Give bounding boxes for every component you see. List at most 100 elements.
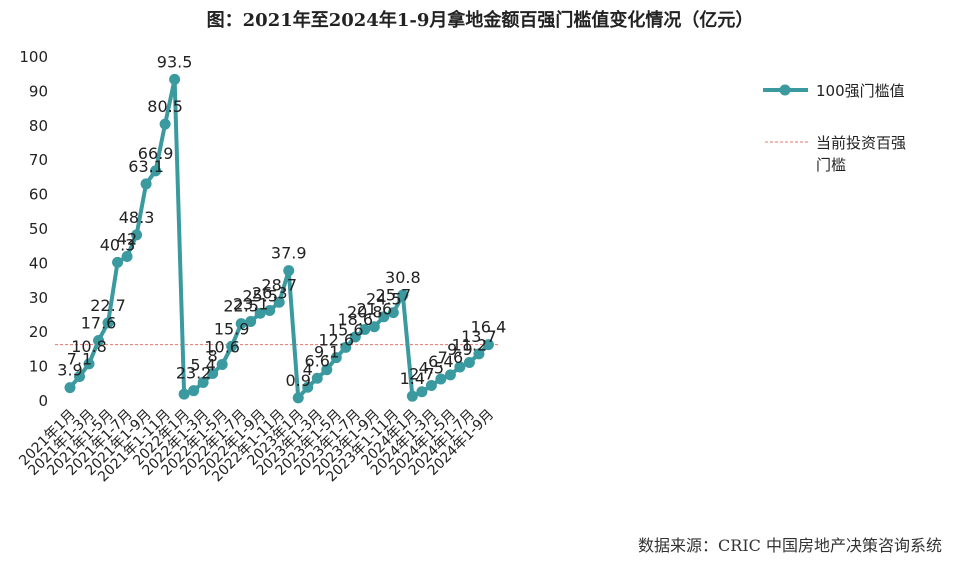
data-label: 23.1 (233, 295, 269, 314)
data-label: 66.9 (138, 144, 174, 163)
data-point (121, 251, 133, 263)
data-point (207, 367, 219, 379)
data-label: 11.2 (452, 335, 488, 354)
data-point (131, 229, 143, 241)
y-tick-label: 20 (29, 323, 48, 341)
data-point (359, 323, 371, 335)
data-label: 15.9 (214, 319, 250, 338)
data-label: 2.7 (409, 365, 434, 384)
data-label: 30.8 (385, 268, 421, 287)
data-point (444, 369, 456, 381)
data-point (102, 317, 114, 329)
data-label: 9.9 (447, 340, 472, 359)
data-label: 4 (303, 360, 313, 379)
chart-title: 图：2021年至2024年1-9月拿地金额百强门槛值变化情况（亿元） (206, 10, 754, 31)
y-tick-label: 50 (29, 220, 48, 238)
data-point (311, 372, 323, 384)
y-tick-label: 40 (29, 254, 48, 272)
data-point (330, 352, 342, 364)
data-label: 6.4 (428, 352, 453, 371)
data-point (140, 178, 152, 190)
data-point (197, 376, 209, 388)
data-point (302, 381, 314, 393)
data-label: 6.6 (305, 351, 330, 370)
data-point (93, 334, 105, 346)
data-label: 3.9 (57, 361, 82, 380)
legend-marker (779, 84, 791, 96)
data-label: 37.9 (271, 244, 307, 263)
data-point (321, 364, 333, 376)
data-label: 0.9 (286, 371, 311, 390)
data-label: 63.1 (128, 157, 164, 176)
data-point (435, 373, 447, 385)
data-point (264, 305, 276, 317)
data-point (387, 307, 399, 319)
data-label: 12.6 (318, 331, 354, 350)
data-point (463, 356, 475, 368)
data-label: 25.5 (242, 286, 278, 305)
data-label: 42 (117, 230, 137, 249)
legend-label: 100强门槛值 (816, 82, 905, 100)
data-label: 8 (208, 346, 218, 365)
data-label: 10.6 (204, 338, 240, 357)
data-point (349, 331, 361, 343)
data-label: 22.5 (223, 297, 259, 316)
data-label: 24.5 (366, 290, 402, 309)
data-label: 18.6 (337, 310, 373, 329)
y-tick-label: 80 (29, 117, 48, 135)
data-point (473, 348, 485, 360)
data-label: 17.6 (81, 313, 117, 332)
data-point (273, 296, 285, 308)
data-point (482, 339, 494, 351)
data-label: 80.5 (147, 97, 183, 116)
data-label: 1.4 (400, 369, 425, 388)
y-tick-label: 10 (29, 358, 48, 376)
data-label: 15.6 (328, 320, 364, 339)
data-point (216, 359, 228, 371)
data-point (159, 118, 171, 130)
data-point (150, 165, 162, 177)
y-tick-label: 60 (29, 186, 48, 204)
y-tick-label: 30 (29, 289, 48, 307)
data-label: 21.6 (357, 300, 393, 319)
data-point (226, 340, 238, 352)
data-label: 16.4 (471, 318, 507, 337)
data-point (254, 307, 266, 319)
data-label: 10.8 (71, 337, 107, 356)
data-point (74, 371, 86, 383)
data-label: 28.7 (261, 275, 297, 294)
data-label: 40.3 (100, 235, 136, 254)
y-tick-label: 100 (19, 48, 48, 66)
data-label: 9.1 (314, 343, 339, 362)
data-point (178, 388, 190, 400)
data-point (112, 256, 124, 268)
legend-ref-label-line1: 当前投资百强 (816, 134, 906, 152)
data-label: 25.7 (376, 286, 412, 305)
data-point (368, 321, 380, 333)
y-tick-label: 70 (29, 151, 48, 169)
legend-ref-label-line2: 门槛 (816, 156, 846, 174)
data-label: 93.5 (157, 52, 193, 71)
data-point (235, 318, 247, 330)
data-point (292, 392, 304, 404)
data-point (188, 385, 200, 397)
data-point (283, 265, 295, 277)
data-point (406, 390, 418, 402)
data-point (83, 358, 95, 370)
data-label: 5.4 (190, 355, 215, 374)
data-label: 23.2 (176, 364, 212, 383)
data-point (340, 341, 352, 353)
data-point (397, 289, 409, 301)
data-point (169, 73, 181, 85)
data-point (454, 361, 466, 373)
data-label: 22.7 (90, 296, 126, 315)
data-label: 7.6 (438, 348, 463, 367)
data-label: 20.8 (347, 302, 383, 321)
data-label: 48.3 (119, 208, 155, 227)
y-tick-label: 0 (38, 392, 48, 410)
data-label: 7.1 (67, 350, 92, 369)
data-label: 26.3 (252, 284, 288, 303)
y-tick-label: 90 (29, 82, 48, 100)
data-label: 4.5 (419, 359, 444, 378)
